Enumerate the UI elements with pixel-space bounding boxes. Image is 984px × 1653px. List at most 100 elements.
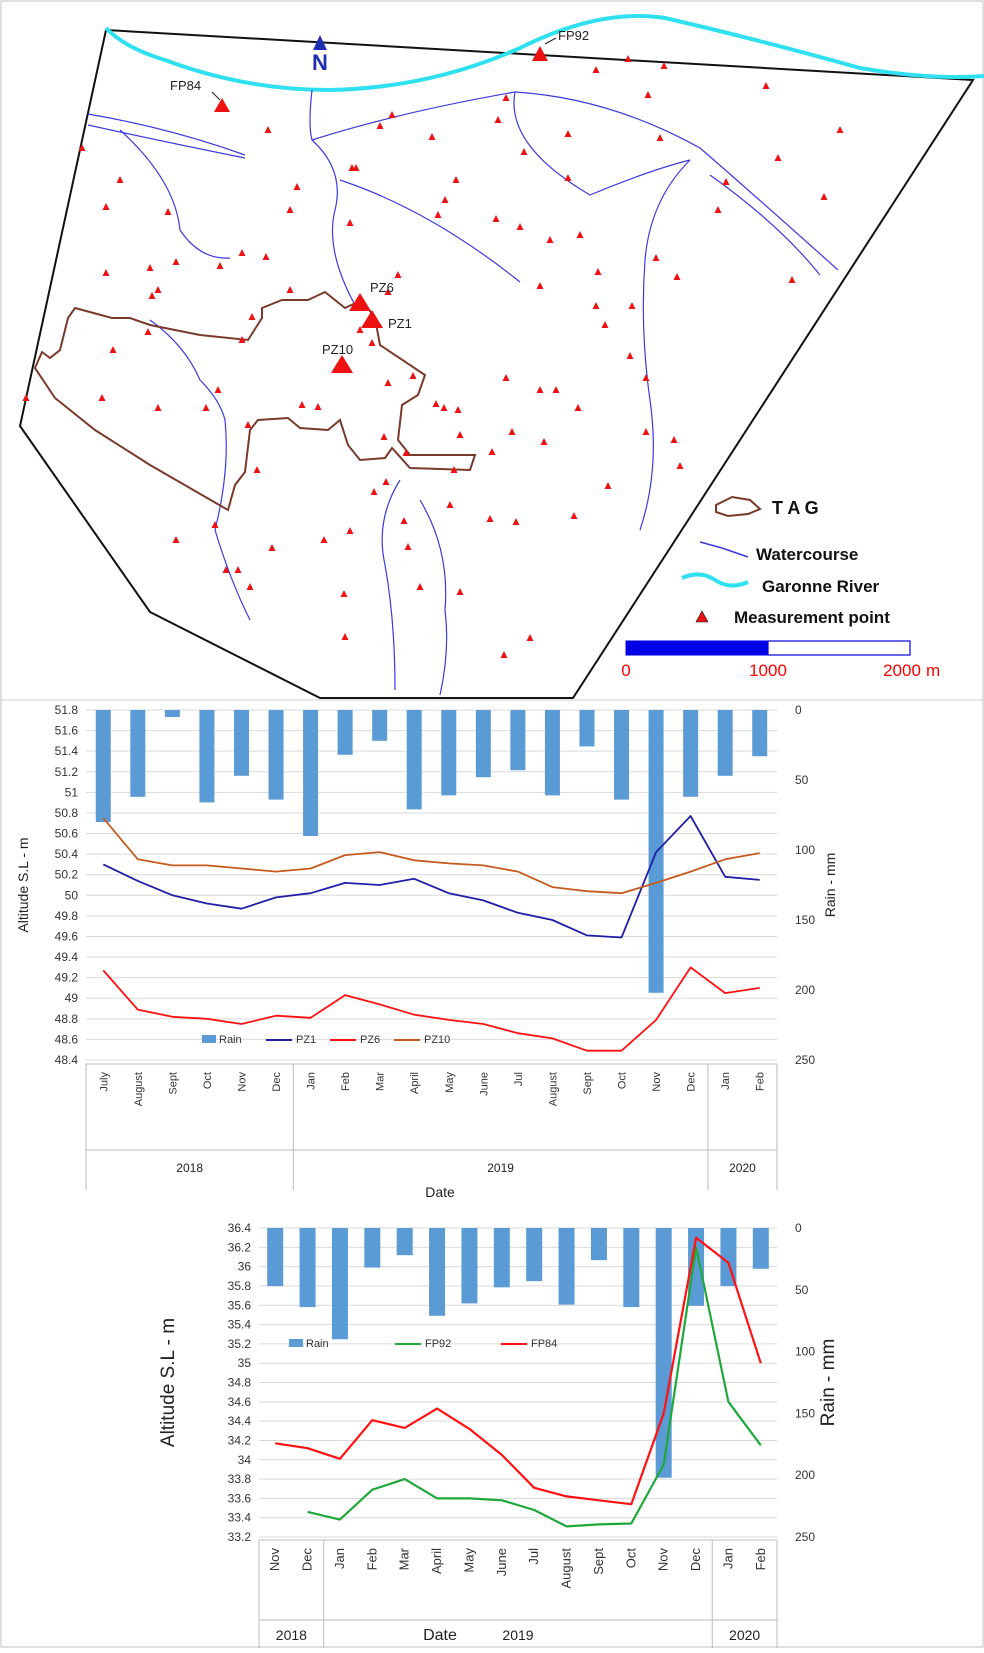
rain-bar [623, 1228, 640, 1308]
x-category-label: Nov [651, 1072, 663, 1092]
measurement-point-marker [592, 302, 600, 309]
measurement-point-marker [172, 258, 180, 265]
y-tick-label: 51.4 [55, 744, 79, 758]
watercourse-line [309, 89, 356, 306]
chart1-y-axis-label: Altitude S.L - m [15, 837, 31, 932]
series-line-pz10 [102, 817, 760, 895]
x-category-label: Nov [656, 1548, 671, 1572]
legend-watercourse-label: Watercourse [756, 545, 858, 564]
scale-bar-empty [767, 640, 911, 656]
x-category-label: June [478, 1072, 490, 1096]
measurement-point-marker [368, 339, 376, 346]
rain-bar [268, 710, 284, 800]
rain-bar [461, 1228, 478, 1304]
y-tick-label: 50.4 [55, 847, 79, 861]
y-tick-label: 49.2 [55, 971, 79, 985]
x-category-label: Oct [623, 1548, 638, 1569]
legend-pz6-label: PZ6 [360, 1034, 380, 1046]
measurement-point-marker [286, 206, 294, 213]
measurement-point-marker [340, 590, 348, 597]
measurement-point-marker [714, 206, 722, 213]
x-category-label: April [409, 1072, 421, 1094]
rain-bar [199, 710, 215, 803]
y-tick-label: 35.6 [228, 1298, 252, 1312]
measurement-point-marker [644, 91, 652, 98]
measurement-point-marker [441, 196, 449, 203]
chart2-y-ticks: 33.2 33.4 33.6 33.8 34 34.2 34.4 34.6 34.8 35 35.2… [228, 1221, 252, 1544]
measurement-point-marker [286, 286, 294, 293]
y-tick-label: 33.4 [228, 1511, 252, 1525]
legend-tag-label: T A G [772, 498, 819, 518]
measurement-point-marker [144, 328, 152, 335]
series-line-fp92 [307, 1246, 762, 1528]
point-fp84-marker [214, 98, 230, 112]
legend-fp84-label: FP84 [531, 1338, 557, 1350]
x-category-label: August [559, 1548, 574, 1589]
y2-tick-label: 250 [795, 1530, 815, 1544]
x-year-label: 2020 [729, 1161, 756, 1175]
y-tick-label: 34 [238, 1453, 252, 1467]
y-tick-label: 51.6 [55, 724, 79, 738]
y-tick-label: 35.4 [228, 1318, 252, 1332]
measurement-point-marker [320, 536, 328, 543]
measurement-point-marker [628, 302, 636, 309]
rain-bar [396, 1228, 413, 1256]
measurement-point-marker [154, 286, 162, 293]
x-year-label: 2018 [276, 1627, 307, 1643]
rain-bar [493, 1228, 510, 1288]
measurement-point-marker [109, 346, 117, 353]
measurement-point-marker [626, 352, 634, 359]
measurement-point-marker [238, 249, 246, 256]
watercourse-line [381, 479, 401, 691]
y-tick-label: 34.8 [228, 1376, 252, 1390]
y-tick-label: 50.6 [55, 827, 79, 841]
measurement-point-marker [788, 276, 796, 283]
measurement-point-marker [512, 518, 520, 525]
measurement-point-marker [604, 482, 612, 489]
watercourse-line [514, 91, 839, 271]
chart1-x-categories: July August Sept Oct Nov Dec Jan Feb Mar April May… [98, 1072, 766, 1107]
map: N FP92 FP84 PZ6 PZ1 PZ10 T A G W [18, 14, 984, 699]
measurement-point-marker [102, 203, 110, 210]
measurement-point-marker [762, 82, 770, 89]
measurement-point-marker [268, 544, 276, 551]
x-category-label: June [494, 1548, 509, 1576]
chart1-x-axis-label: Date [425, 1184, 455, 1200]
chart2-y2-axis-label: Rain - mm [818, 1339, 839, 1427]
measurement-point-marker [520, 148, 528, 155]
rain-bar [130, 710, 146, 797]
x-category-label: Dec [300, 1548, 315, 1572]
x-category-label: Jul [513, 1072, 525, 1086]
measurement-point-marker [238, 336, 246, 343]
x-category-label: August [547, 1072, 559, 1106]
y2-tick-label: 0 [795, 1221, 802, 1235]
measurement-point-marker [552, 386, 560, 393]
measurement-point-marker [722, 178, 730, 185]
x-category-label: Jan [332, 1548, 347, 1569]
y2-tick-label: 50 [795, 773, 809, 787]
measurement-point-marker [214, 386, 222, 393]
legend-watercourse-symbol [699, 541, 749, 558]
measurement-point-marker [380, 433, 388, 440]
x-category-label: Dec [688, 1548, 703, 1572]
y2-tick-label: 150 [795, 1406, 815, 1420]
rain-bar [752, 1228, 769, 1269]
y-tick-label: 34.6 [228, 1395, 252, 1409]
measurement-point-marker [656, 134, 664, 141]
legend-garonne-symbol [681, 572, 749, 588]
measurement-point-marker [624, 55, 632, 62]
measurement-point-marker [564, 130, 572, 137]
measurement-point-marker [382, 478, 390, 485]
x-category-label: Sept [582, 1072, 594, 1095]
measurement-point-marker [774, 154, 782, 161]
y-tick-label: 33.6 [228, 1491, 252, 1505]
rain-bar [614, 710, 630, 800]
measurement-point-marker [660, 62, 668, 69]
measurement-point-marker [434, 211, 442, 218]
chart2-x-years: 2018 2019 2020 [258, 1539, 778, 1648]
chart-fp-wells: 33.2 33.4 33.6 33.8 34 34.2 34.4 34.6 34.8 35 35.2… [158, 1221, 839, 1648]
watercourse-line [339, 179, 521, 283]
measurement-point-marker [298, 401, 306, 408]
y-tick-label: 49.4 [55, 950, 79, 964]
measurement-point-marker [676, 462, 684, 469]
